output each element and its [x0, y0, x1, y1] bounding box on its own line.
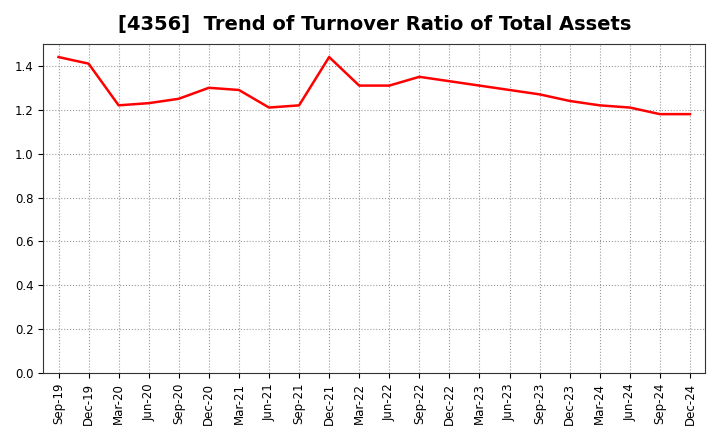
Title: [4356]  Trend of Turnover Ratio of Total Assets: [4356] Trend of Turnover Ratio of Total …	[117, 15, 631, 34]
